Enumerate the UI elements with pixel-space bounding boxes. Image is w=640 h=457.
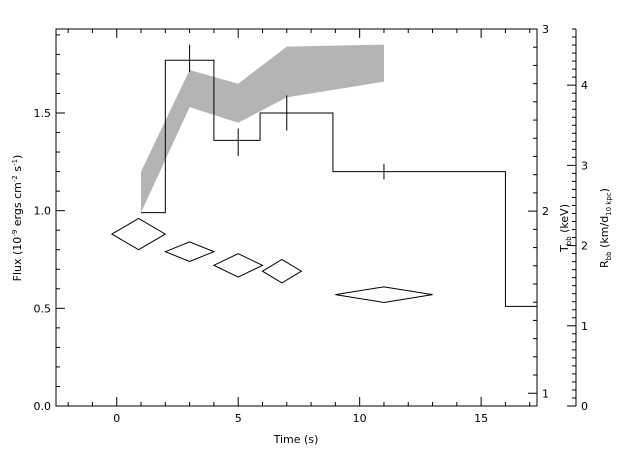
radius-diamond-1 [110, 217, 167, 251]
plot-frame [55, 28, 538, 407]
radius-diamond-2 [163, 241, 216, 262]
y-tick-label: 0.0 [34, 400, 52, 413]
radius-diamonds-layer [110, 217, 433, 303]
y-axis-label: Flux (10-9 ergs cm-2 s-1) [11, 155, 24, 282]
R-axis-label: Rbb (km/d10 kpc) [598, 188, 613, 268]
x-tick-label: 15 [474, 412, 488, 425]
R-tick-label: 3 [581, 159, 588, 172]
y-tick-label: 0.5 [34, 302, 52, 315]
y-tick-label: 1.5 [34, 107, 52, 120]
radius-diamond-3 [212, 253, 264, 278]
kT-tick-label: 1 [542, 387, 549, 400]
x-tick-label: 0 [113, 412, 120, 425]
x-tick-label: 5 [235, 412, 242, 425]
kT-tick-label: 3 [542, 23, 549, 36]
x-axis-label: Time (s) [273, 433, 319, 446]
radius-diamond-4 [261, 258, 303, 284]
radius-diamond-5 [335, 286, 433, 303]
kT-tick-label: 2 [542, 205, 549, 218]
R-tick-label: 2 [581, 240, 588, 253]
flux-histogram-layer [141, 59, 537, 307]
error-bars-layer [189, 44, 385, 180]
y-tick-label: 1.0 [34, 205, 52, 218]
x-tick-label: 10 [353, 412, 367, 425]
R-tick-label: 1 [581, 320, 588, 333]
axes-layer: 0 5 10 15 0.0 0.5 1.0 1.5 1 2 3 0 1 2 3 4 [34, 23, 589, 425]
R-tick-label: 0 [581, 400, 588, 413]
flux-histogram-line [141, 59, 537, 307]
temperature-band [141, 44, 384, 213]
R-tick-label: 4 [581, 79, 588, 92]
kT-axis-label: Tbb (keV) [558, 204, 573, 253]
temperature-band-layer [141, 44, 384, 213]
